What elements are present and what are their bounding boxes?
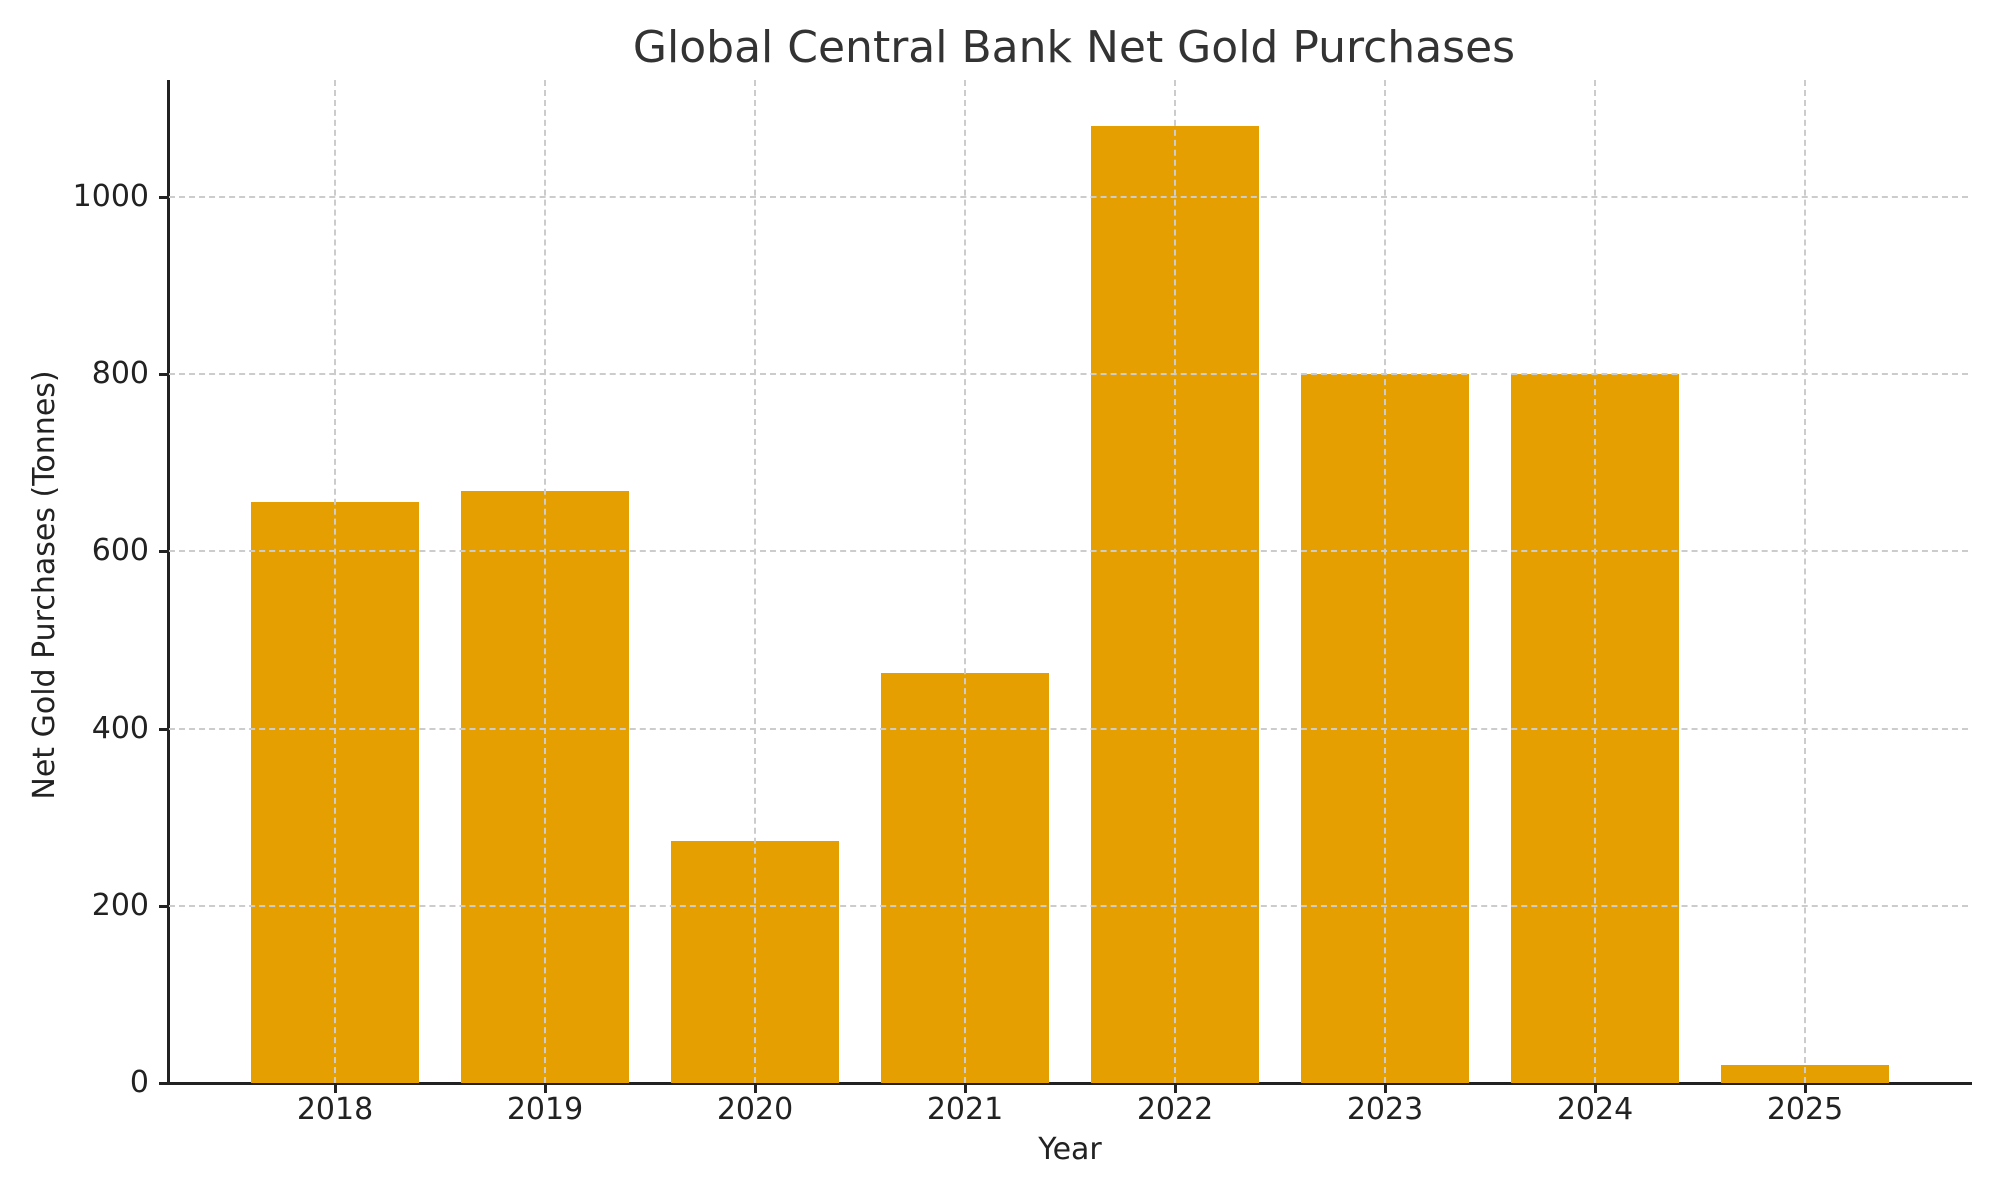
y-tick-label: 600: [91, 533, 149, 569]
x-tick-mark: [334, 1083, 337, 1093]
gridline-horizontal: [169, 196, 1968, 198]
y-ticks: 0 200 400 600 800 1000: [73, 80, 1972, 1098]
gridline-vertical: [1594, 80, 1596, 1083]
gridline-vertical: [334, 80, 336, 1083]
y-tick-mark: [159, 196, 169, 199]
gridline-horizontal: [169, 904, 1968, 907]
y-tick-label: 1000: [72, 179, 149, 214]
x-tick-mark: [1384, 1083, 1387, 1093]
gridline-vertical: [754, 80, 756, 1083]
x-tick-mark: [1804, 1083, 1807, 1093]
x-tick-mark: [754, 1083, 757, 1093]
x-tick-mark: [1174, 1083, 1177, 1093]
y-tick-label: 200: [91, 887, 149, 923]
x-axis-spine: [167, 1082, 1972, 1085]
x-axis-label: Year: [1038, 1132, 1102, 1167]
y-tick-mark: [159, 727, 169, 731]
gridline-vertical: [544, 80, 546, 1083]
gridline-vertical: [1384, 80, 1386, 1083]
gridline-vertical: [1174, 80, 1176, 1083]
x-tick-mark: [1594, 1083, 1597, 1093]
x-tick-mark: [964, 1083, 967, 1093]
gridline-horizontal: [169, 727, 1968, 730]
x-tick-label: 2024: [1556, 1092, 1634, 1127]
y-tick-mark: [159, 1082, 169, 1085]
x-ticks: 2018 2019 2020 2021 2022 2023 2024 2025: [169, 80, 1972, 1127]
chart-title: Global Central Bank Net Gold Purchases: [632, 22, 1516, 73]
gridline-vertical: [1804, 80, 1806, 1083]
y-tick-mark: [159, 373, 169, 377]
gridline-horizontal: [169, 550, 1968, 553]
x-tick-label: 2019: [506, 1092, 584, 1127]
x-tick-label: 2022: [1136, 1092, 1214, 1127]
y-tick-label: 800: [91, 356, 149, 392]
x-tick-label: 2023: [1346, 1092, 1424, 1127]
x-tick-mark: [544, 1083, 547, 1093]
y-tick-mark: [159, 550, 169, 554]
x-tick-label: 2018: [296, 1092, 374, 1127]
x-tick-label: 2025: [1766, 1092, 1844, 1127]
y-tick-label: 0: [129, 1065, 149, 1100]
x-tick-label: 2021: [926, 1092, 1004, 1127]
y-tick-label: 400: [91, 710, 149, 746]
grid-layer: [169, 80, 1972, 1083]
y-tick-mark: [159, 904, 169, 908]
gridline-horizontal: [169, 373, 1968, 376]
y-axis-spine: [167, 80, 170, 1085]
x-tick-label: 2020: [716, 1092, 794, 1127]
gridline-vertical: [964, 80, 966, 1083]
plot-area: 0 200 400 600 800 1000 2018 2019 2020 2021 2022 20…: [73, 80, 1972, 1127]
